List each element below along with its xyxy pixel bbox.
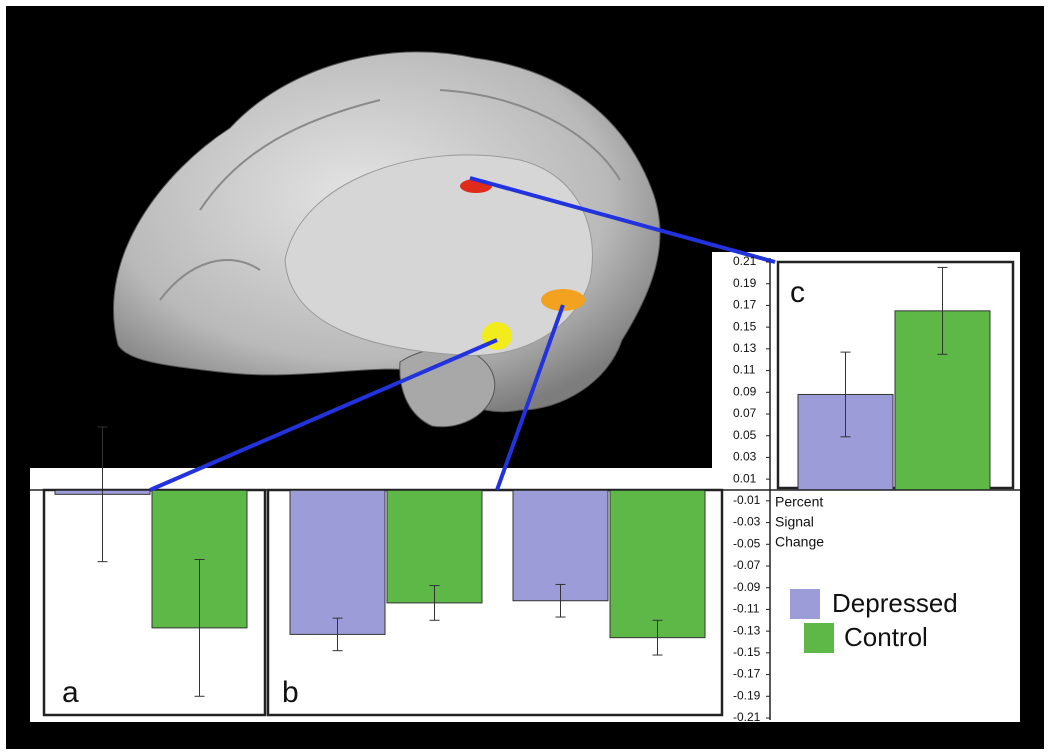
y-tick-label: 0.17 (733, 298, 757, 312)
connectors (149, 176, 776, 492)
chart-panel (30, 252, 1020, 722)
bar (289, 489, 386, 635)
legend-swatch (790, 589, 820, 619)
y-axis-label: Signal (775, 514, 814, 530)
bar (609, 489, 706, 639)
y-tick-label: 0.05 (733, 428, 757, 442)
y-tick-label: 0.19 (733, 276, 757, 290)
error-bar (194, 558, 205, 697)
brain-image (113, 51, 661, 428)
y-tick-label: 0.21 (733, 254, 757, 268)
error-bar (652, 619, 663, 656)
panel-label: a (62, 676, 79, 709)
y-tick-label: -0.09 (733, 580, 761, 594)
y-tick-label: 0.07 (733, 406, 757, 420)
y-tick-label: -0.01 (733, 493, 761, 507)
error-bar (429, 585, 440, 621)
bar (512, 489, 609, 602)
y-tick-label: -0.21 (733, 710, 761, 724)
error-bar (555, 583, 566, 618)
y-axis-label: Change (775, 534, 824, 550)
y-tick-label: -0.17 (733, 667, 761, 681)
y-tick-label: -0.13 (733, 623, 761, 637)
y-tick-label: 0.13 (733, 341, 757, 355)
y-tick-label: -0.05 (733, 536, 761, 550)
legend-label: Depressed (832, 588, 958, 618)
error-bar (97, 426, 108, 563)
plot (54, 266, 991, 697)
y-tick-label: 0.03 (733, 450, 757, 464)
y-tick-label: 0.11 (733, 363, 756, 377)
y-tick-label: 0.01 (733, 471, 757, 485)
y-tick-label: 0.15 (733, 319, 757, 333)
y-tick-label: -0.11 (733, 602, 760, 616)
legend-swatch (804, 623, 834, 653)
y-tick-label: -0.19 (733, 688, 761, 702)
y-tick-label: -0.07 (733, 558, 761, 572)
panel-label: c (790, 276, 805, 309)
error-bar (332, 617, 343, 652)
y-tick-label: -0.15 (733, 645, 761, 659)
y-tick-label: 0.09 (733, 384, 757, 398)
panel-label: b (282, 676, 299, 709)
legend-label: Control (844, 622, 928, 652)
y-axis-label: Percent (775, 494, 823, 510)
error-bar (937, 266, 948, 355)
y-tick-label: -0.03 (733, 515, 761, 529)
error-bar (840, 351, 851, 438)
bar (386, 489, 483, 604)
